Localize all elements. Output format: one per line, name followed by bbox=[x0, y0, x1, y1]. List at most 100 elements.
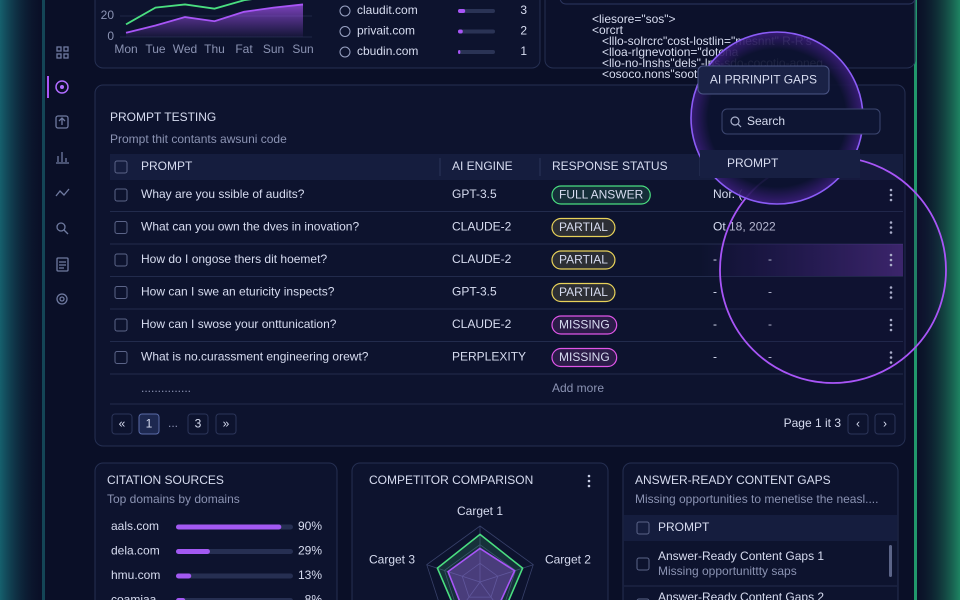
row-menu[interactable] bbox=[889, 221, 893, 234]
date-extra: - bbox=[768, 350, 772, 364]
lens-button[interactable]: AI PRRINPIT GAPS bbox=[697, 65, 830, 95]
nav-grid[interactable] bbox=[56, 46, 69, 59]
radar-label: Carget 2 bbox=[545, 553, 591, 567]
prompt-text: How do I ongose thers dit hoemet? bbox=[141, 252, 327, 266]
checkbox[interactable] bbox=[114, 318, 128, 332]
page-label: 1 bbox=[146, 417, 153, 431]
page-label: « bbox=[119, 417, 126, 431]
menu-dot bbox=[889, 231, 893, 234]
checkbox[interactable] bbox=[636, 557, 650, 571]
x-tick-label: Sun bbox=[263, 42, 284, 56]
nav-active[interactable] bbox=[47, 76, 69, 98]
menu-dot bbox=[587, 474, 591, 478]
menu-dot bbox=[889, 263, 893, 267]
status-pill bbox=[551, 250, 616, 270]
page-forward[interactable]: › bbox=[874, 413, 896, 435]
panel-title: PROMPT TESTING bbox=[110, 110, 216, 124]
panel-subtitle: Missing opportunities to menetise the ne… bbox=[635, 492, 878, 506]
checkbox[interactable] bbox=[114, 286, 128, 299]
menu-dot bbox=[889, 318, 893, 322]
status-label: PARTIAL bbox=[559, 220, 608, 234]
nav-search[interactable] bbox=[56, 222, 69, 235]
page-1[interactable]: 1 bbox=[138, 413, 160, 435]
checkbox[interactable] bbox=[114, 221, 128, 234]
engine: CLAUDE-2 bbox=[452, 220, 512, 234]
prompt-text: How can I swose your onttunication? bbox=[141, 317, 337, 331]
radar-series bbox=[436, 533, 524, 600]
count: 1 bbox=[520, 44, 527, 58]
page-next[interactable]: » bbox=[215, 413, 237, 435]
prompt-text: Whay are you ssible of audits? bbox=[141, 187, 305, 201]
button-bg bbox=[697, 65, 830, 95]
radar-ring bbox=[461, 562, 499, 598]
status-label: PARTIAL bbox=[559, 253, 608, 267]
left-edge bbox=[42, 0, 45, 600]
button-label: AI PRRINPIT GAPS bbox=[710, 73, 817, 87]
scrollbar bbox=[889, 545, 892, 577]
menu-dot bbox=[889, 323, 893, 327]
menu-dot bbox=[889, 356, 893, 359]
globe-icon bbox=[339, 26, 351, 37]
domain-name: coamiaa bbox=[111, 593, 157, 600]
lens-search[interactable]: Search bbox=[721, 108, 881, 135]
y-tick-label: 0 bbox=[107, 29, 114, 43]
row-menu[interactable] bbox=[889, 188, 893, 202]
checkbox[interactable] bbox=[636, 521, 650, 535]
checkbox[interactable] bbox=[114, 351, 128, 364]
row-menu[interactable] bbox=[889, 351, 893, 364]
sidebar bbox=[47, 46, 70, 305]
menu-dot bbox=[889, 328, 893, 332]
x-tick-label: Thu bbox=[204, 42, 225, 56]
engine: CLAUDE-2 bbox=[452, 252, 512, 266]
checkbox[interactable] bbox=[636, 598, 650, 600]
checkbox[interactable] bbox=[114, 253, 128, 267]
status-pill bbox=[551, 282, 616, 303]
row-menu[interactable] bbox=[889, 286, 893, 299]
checkbox[interactable] bbox=[114, 160, 128, 174]
page-summary: Page 1 it 3 bbox=[784, 416, 842, 430]
menu-dot bbox=[889, 286, 893, 289]
nav-trend[interactable] bbox=[55, 188, 70, 197]
radar-axis bbox=[426, 564, 481, 583]
value-label: 29% bbox=[298, 544, 322, 558]
radar-ring bbox=[426, 525, 534, 600]
count: 2 bbox=[520, 24, 527, 38]
page-label: › bbox=[883, 417, 887, 431]
menu-dot bbox=[889, 253, 893, 257]
page-button bbox=[874, 413, 896, 435]
panel-menu[interactable] bbox=[587, 474, 591, 488]
radar-label: Carget 1 bbox=[457, 504, 503, 518]
page-prev[interactable]: « bbox=[111, 413, 133, 435]
page-button bbox=[847, 413, 869, 435]
page-button bbox=[138, 413, 160, 435]
column-header: PROMPT bbox=[658, 520, 710, 534]
globe-icon bbox=[339, 46, 351, 58]
bar-track bbox=[176, 573, 293, 579]
radar-axis bbox=[479, 564, 534, 583]
page-3[interactable]: 3 bbox=[187, 413, 209, 435]
domain-name: dela.com bbox=[111, 544, 160, 558]
date: - bbox=[713, 317, 717, 331]
engine: CLAUDE-2 bbox=[452, 317, 512, 331]
row-menu[interactable] bbox=[889, 253, 893, 267]
row-menu[interactable] bbox=[889, 318, 893, 332]
engine: PERPLEXITY bbox=[452, 350, 526, 364]
checkbox[interactable] bbox=[114, 188, 128, 202]
panel-title: COMPETITOR COMPARISON bbox=[369, 473, 533, 487]
nav-bars[interactable] bbox=[56, 152, 69, 164]
lens-column: PROMPT bbox=[727, 156, 779, 170]
bar bbox=[458, 50, 461, 54]
nav-settings[interactable] bbox=[56, 293, 68, 305]
x-tick-label: Mon bbox=[114, 42, 137, 56]
menu-dot bbox=[587, 479, 591, 483]
radar-label: Carget 3 bbox=[369, 553, 415, 567]
radar-series bbox=[447, 547, 516, 600]
nav-upload[interactable] bbox=[55, 115, 69, 129]
date-extra: - bbox=[768, 317, 772, 331]
menu-dot bbox=[889, 361, 893, 364]
gap-subtitle: Missing opportunittty saps bbox=[658, 564, 797, 578]
nav-doc[interactable] bbox=[56, 257, 69, 272]
menu-dot bbox=[889, 351, 893, 354]
page-back[interactable]: ‹ bbox=[847, 413, 869, 435]
